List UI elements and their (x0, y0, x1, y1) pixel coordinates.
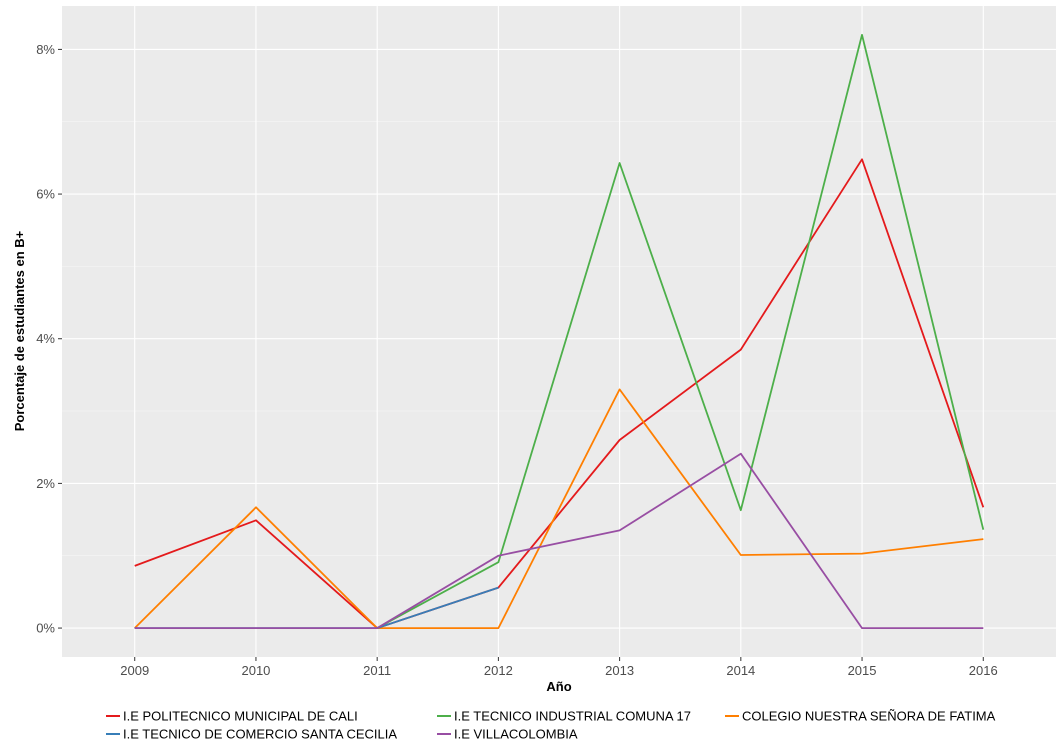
y-tick-label: 8% (36, 42, 55, 57)
legend-item: I.E TECNICO DE COMERCIO SANTA CECILIA (106, 727, 397, 742)
legend-label: I.E TECNICO INDUSTRIAL COMUNA 17 (454, 709, 691, 724)
x-tick-label: 2010 (241, 663, 270, 678)
x-tick-label: 2015 (848, 663, 877, 678)
series-lines (134, 34, 985, 629)
panel-background (62, 6, 1056, 657)
minor-gridlines (62, 121, 1056, 557)
x-tick-label: 2012 (484, 663, 513, 678)
x-tick-label: 2009 (120, 663, 149, 678)
legend-label: COLEGIO NUESTRA SEÑORA DE FATIMA (742, 709, 996, 724)
y-axis-title: Porcentaje de estudiantes en B+ (12, 230, 27, 431)
legend-item: I.E POLITECNICO MUNICIPAL DE CALI (106, 709, 358, 724)
series-line (134, 158, 985, 629)
legend-label: I.E POLITECNICO MUNICIPAL DE CALI (123, 709, 358, 724)
x-tick-label: 2016 (969, 663, 998, 678)
x-axis-ticks: 2009 2010 2011 2012 2013 2014 2015 2016 (120, 657, 998, 678)
series-line (134, 388, 984, 629)
legend-item: COLEGIO NUESTRA SEÑORA DE FATIMA (725, 709, 996, 724)
y-tick-label: 4% (36, 331, 55, 346)
legend-label: I.E TECNICO DE COMERCIO SANTA CECILIA (123, 727, 397, 742)
legend-item: I.E VILLACOLOMBIA (437, 727, 578, 742)
x-tick-label: 2013 (605, 663, 634, 678)
y-axis-ticks: 0% 2% 4% 6% 8% (36, 42, 62, 636)
legend-label: I.E VILLACOLOMBIA (454, 727, 578, 742)
x-tick-label: 2014 (726, 663, 755, 678)
series-line (376, 34, 985, 629)
x-tick-label: 2011 (363, 663, 391, 678)
y-tick-label: 2% (36, 476, 55, 491)
x-axis-title: Año (546, 679, 571, 694)
major-gridlines (62, 6, 1056, 657)
legend: I.E POLITECNICO MUNICIPAL DE CALI I.E TEC… (106, 709, 996, 742)
series-line (134, 452, 984, 629)
y-tick-label: 0% (36, 621, 55, 636)
legend-item: I.E TECNICO INDUSTRIAL COMUNA 17 (437, 709, 691, 724)
y-tick-label: 6% (36, 187, 55, 202)
